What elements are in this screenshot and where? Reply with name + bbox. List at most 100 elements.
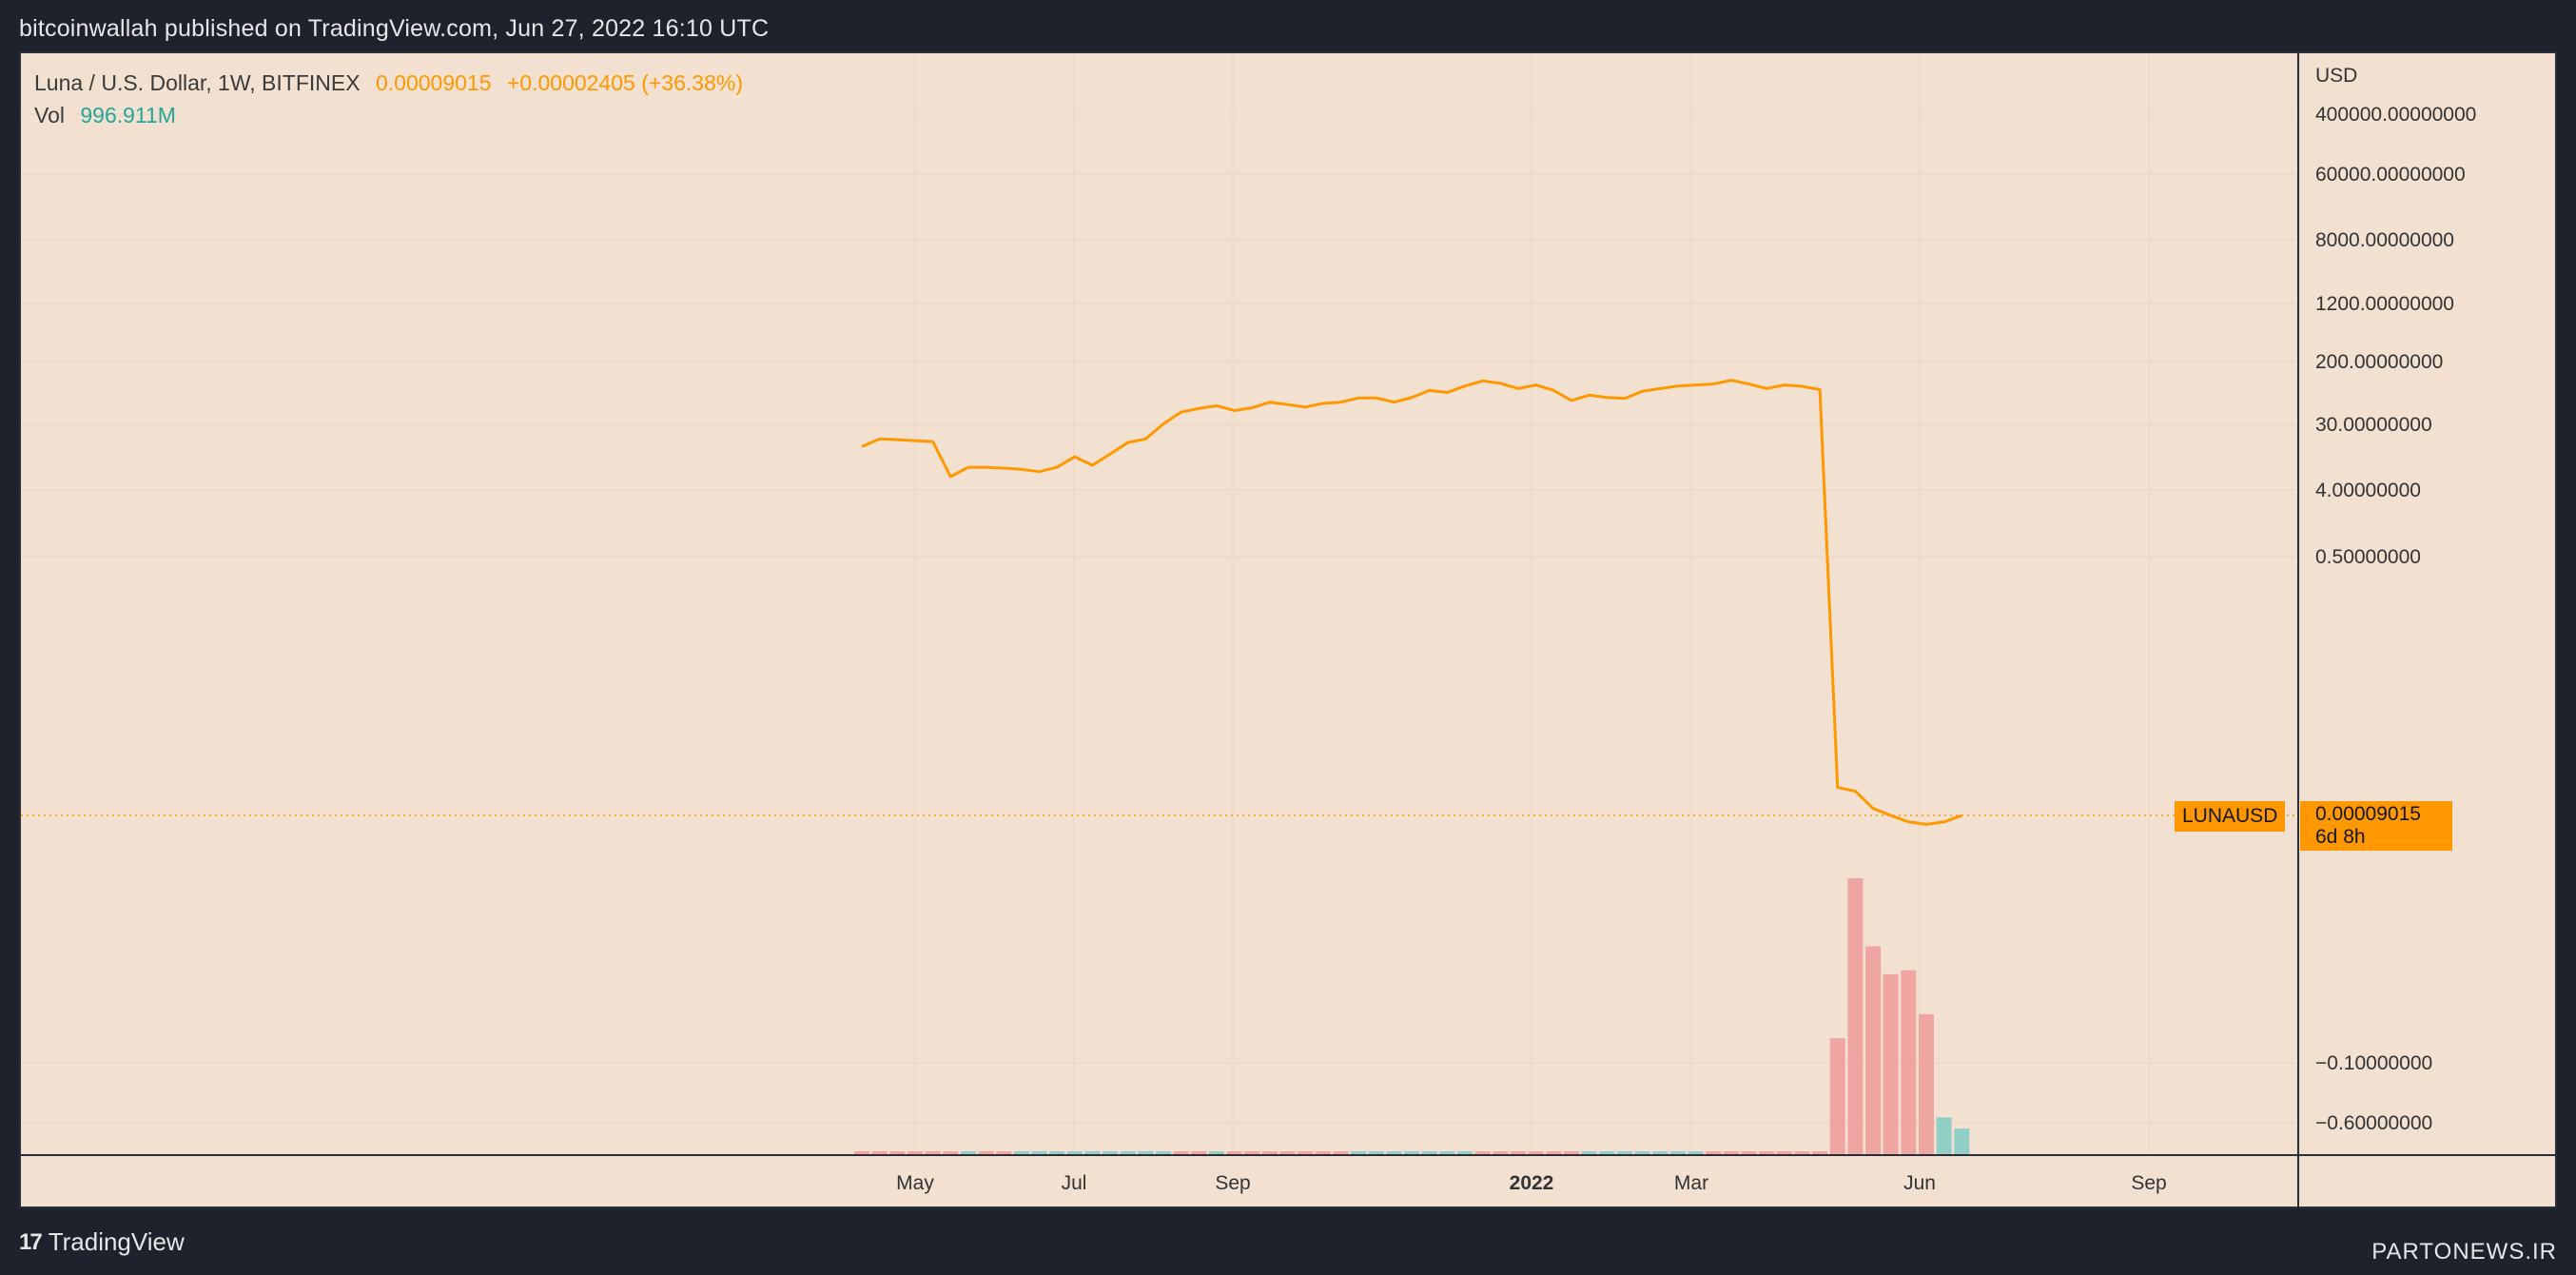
legend-price: 0.00009015 xyxy=(375,70,492,95)
volume-bar xyxy=(1457,1151,1473,1154)
volume-bar xyxy=(1759,1151,1775,1154)
time-tick-label: May xyxy=(896,1172,934,1194)
chart-frame[interactable] xyxy=(19,51,2557,1208)
volume-bar xyxy=(1901,970,1917,1154)
time-tick-label: Mar xyxy=(1674,1172,1708,1194)
watermark-text: PARTONEWS.IR xyxy=(2371,1239,2557,1265)
volume-bars xyxy=(854,878,1970,1154)
volume-bar xyxy=(1103,1151,1119,1154)
price-tick-label: 60000.00000000 xyxy=(2315,164,2466,186)
legend-change-pct: (+36.38%) xyxy=(641,70,743,95)
volume-bar xyxy=(1511,1151,1527,1154)
volume-bar xyxy=(1723,1151,1739,1154)
vol-label: Vol xyxy=(34,103,65,128)
volume-bar xyxy=(1794,1151,1810,1154)
volume-bar xyxy=(1847,878,1864,1154)
volume-bar xyxy=(1936,1117,1952,1154)
volume-bar xyxy=(1493,1151,1509,1154)
time-tick-label: Sep xyxy=(2131,1172,2166,1194)
volume-bar xyxy=(1191,1151,1207,1154)
last-price-value: 0.00009015 xyxy=(2315,803,2421,825)
tradingview-logo-icon: 17 xyxy=(19,1228,43,1255)
volume-bar xyxy=(1581,1151,1597,1154)
tradingview-logo[interactable]: 17 TradingView xyxy=(19,1227,185,1257)
price-tick-label: 400000.00000000 xyxy=(2315,104,2476,126)
price-line-group xyxy=(861,379,1962,826)
price-tick-label: 8000.00000000 xyxy=(2315,229,2454,251)
time-tick-label: Sep xyxy=(1215,1172,1250,1194)
price-tick-label: 30.00000000 xyxy=(2315,414,2432,436)
legend-change: +0.00002405 xyxy=(506,70,635,95)
volume-bar xyxy=(1865,946,1882,1154)
volume-bar xyxy=(1919,1013,1934,1154)
volume-bar xyxy=(1298,1151,1314,1154)
legend-row-symbol: Luna / U.S. Dollar, 1W, BITFINEX 0.00009… xyxy=(34,67,743,99)
volume-bar xyxy=(1564,1151,1579,1154)
volume-bar xyxy=(1049,1151,1065,1154)
volume-bar xyxy=(1883,973,1899,1154)
volume-bar xyxy=(1209,1151,1224,1154)
price-tick-label: 1200.00000000 xyxy=(2315,293,2454,315)
price-tick-label: 200.00000000 xyxy=(2315,351,2443,373)
volume-bar xyxy=(978,1151,994,1154)
volume-bar xyxy=(1812,1151,1828,1154)
volume-bar xyxy=(1528,1151,1544,1154)
volume-bar xyxy=(1261,1151,1278,1154)
volume-bar xyxy=(1546,1151,1562,1154)
volume-bar xyxy=(1351,1151,1367,1154)
price-tick-label: −0.60000000 xyxy=(2315,1112,2432,1134)
volume-bar xyxy=(943,1151,959,1154)
volume-bar xyxy=(889,1151,906,1154)
volume-bar xyxy=(925,1151,941,1154)
volume-bar xyxy=(1315,1151,1331,1154)
price-tick-label: −0.10000000 xyxy=(2315,1052,2432,1074)
axes: May Jul Sep 2022 Mar Jun Sep USD 400000.00000000… xyxy=(21,53,2555,1208)
volume-bar xyxy=(871,1151,888,1154)
chart-legend: Luna / U.S. Dollar, 1W, BITFINEX 0.00009… xyxy=(34,67,743,131)
volume-bar xyxy=(1688,1151,1704,1154)
volume-bar xyxy=(1741,1151,1757,1154)
volume-bar xyxy=(1421,1151,1437,1154)
volume-bar xyxy=(1120,1151,1136,1154)
legend-row-volume: Vol 996.911M xyxy=(34,99,743,131)
volume-bar xyxy=(1333,1151,1349,1154)
bar-countdown: 6d 8h xyxy=(2315,826,2366,848)
last-price-tag: 0.00009015 6d 8h xyxy=(2300,801,2452,851)
volume-bar xyxy=(1084,1151,1101,1154)
volume-bar xyxy=(1474,1151,1491,1154)
publish-header: bitcoinwallah published on TradingView.c… xyxy=(19,15,770,42)
volume-bar xyxy=(1829,1038,1845,1154)
volume-bar xyxy=(1404,1151,1420,1154)
volume-bar xyxy=(1776,1151,1792,1154)
volume-bar xyxy=(1669,1151,1686,1154)
volume-bar xyxy=(1954,1128,1970,1154)
time-tick-label: 2022 xyxy=(1510,1172,1554,1194)
volume-bar xyxy=(1706,1151,1722,1154)
price-tick-label: 0.50000000 xyxy=(2315,546,2421,568)
volume-bar xyxy=(1138,1151,1154,1154)
price-series-line xyxy=(861,379,1962,826)
currency-label: USD xyxy=(2315,65,2357,87)
volume-bar xyxy=(1599,1151,1615,1154)
volume-bar xyxy=(854,1151,869,1154)
symbol-description: Luna / U.S. Dollar, 1W, BITFINEX xyxy=(34,70,361,95)
volume-bar xyxy=(1226,1151,1242,1154)
volume-bar xyxy=(1173,1151,1189,1154)
volume-bar xyxy=(996,1151,1012,1154)
symbol-price-tag: LUNAUSD xyxy=(2175,801,2286,832)
volume-bar xyxy=(1031,1151,1047,1154)
volume-bar xyxy=(1616,1151,1632,1154)
symbol-tag-label: LUNAUSD xyxy=(2182,805,2278,827)
volume-bar xyxy=(1652,1151,1669,1154)
time-tick-label: Jun xyxy=(1903,1172,1936,1194)
volume-bar xyxy=(907,1151,923,1154)
volume-bar xyxy=(1156,1151,1172,1154)
volume-bar xyxy=(1439,1151,1455,1154)
volume-bar xyxy=(1066,1151,1083,1154)
volume-bar xyxy=(1368,1151,1384,1154)
grid-lines xyxy=(21,53,2298,1155)
volume-bar xyxy=(1634,1151,1650,1154)
time-tick-label: Jul xyxy=(1062,1172,1087,1194)
volume-bar xyxy=(1279,1151,1296,1154)
